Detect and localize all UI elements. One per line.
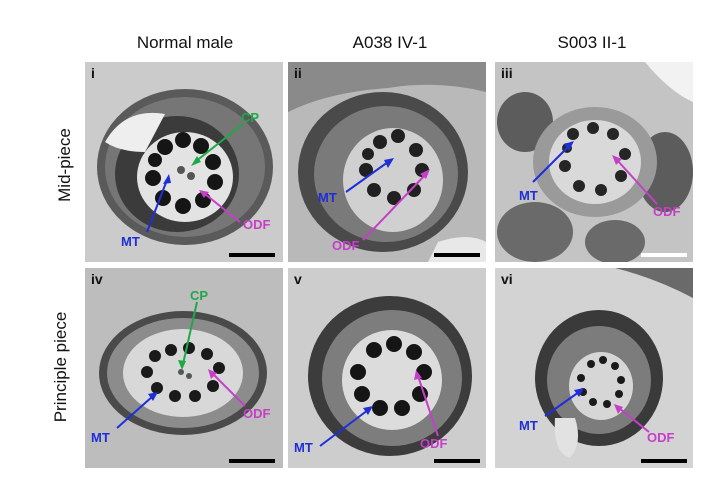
micrograph-ii — [288, 62, 486, 262]
scale-bar-v — [434, 459, 480, 463]
panel-label-ii: ii — [294, 65, 302, 81]
annotation-odf-ii: ODF — [332, 238, 360, 253]
panel-vi: vi MT ODF — [495, 268, 693, 468]
annotation-mt-iii: MT — [519, 188, 538, 203]
column-title-a038: A038 IV-1 — [352, 33, 428, 52]
annotation-odf-iv: ODF — [243, 406, 271, 421]
annotation-mt-v: MT — [294, 440, 313, 455]
panel-label-iv: iv — [91, 271, 103, 287]
scale-bar-i — [229, 253, 275, 257]
panel-iii: iii MT ODF — [495, 62, 693, 262]
row-title-principle-piece: Principle piece — [51, 311, 70, 423]
scale-bar-iv — [229, 459, 275, 463]
panel-iv: iv CP MT ODF — [85, 268, 283, 468]
panel-label-iii: iii — [501, 65, 513, 81]
annotation-mt-iv: MT — [91, 430, 110, 445]
scale-bar-ii — [434, 253, 480, 257]
annotation-odf-i: ODF — [243, 217, 271, 232]
annotation-cp-iv: CP — [190, 288, 209, 303]
column-title-s003: S003 II-1 — [557, 33, 627, 52]
annotation-odf-vi: ODF — [647, 430, 675, 445]
scale-bar-vi — [641, 459, 687, 463]
row-title-mid-piece: Mid-piece — [55, 128, 74, 202]
annotation-mt-i: MT — [121, 234, 140, 249]
micrograph-i — [85, 62, 283, 262]
panel-label-i: i — [91, 65, 95, 81]
column-title-normal-male: Normal male — [136, 33, 234, 52]
panel-label-v: v — [294, 271, 302, 287]
annotation-mt-vi: MT — [519, 418, 538, 433]
micrograph-v — [288, 268, 486, 468]
annotation-mt-ii: MT — [318, 190, 337, 205]
panel-ii: ii MT ODF — [288, 62, 486, 262]
micrograph-iii — [495, 62, 693, 262]
annotation-odf-v: ODF — [420, 436, 448, 451]
panel-label-vi: vi — [501, 271, 513, 287]
panel-i: i CP MT ODF — [85, 62, 283, 262]
annotation-cp-i: CP — [241, 110, 260, 125]
micrograph-iv — [85, 268, 283, 468]
annotation-odf-iii: ODF — [653, 204, 681, 219]
scale-bar-iii — [641, 253, 687, 257]
panel-v: v MT ODF — [288, 268, 486, 468]
